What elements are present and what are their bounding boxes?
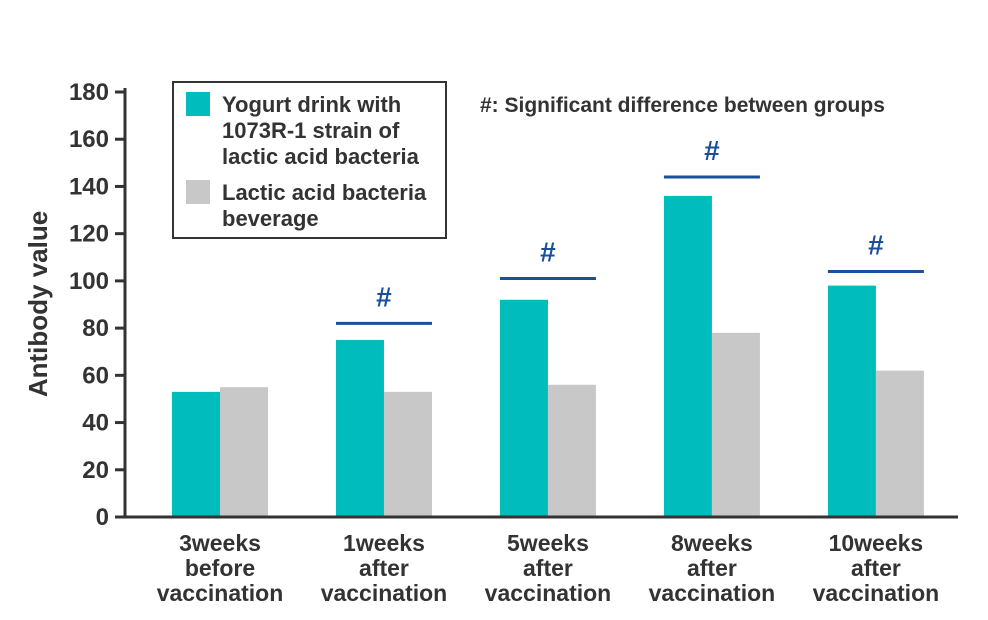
bar-series-2 xyxy=(383,391,432,517)
significance-marker: # xyxy=(704,135,720,166)
category-label: after xyxy=(359,555,409,581)
legend-label: lactic acid bacteria xyxy=(222,144,420,169)
y-tick-label: 120 xyxy=(69,221,109,248)
bars xyxy=(172,195,924,517)
y-tick-label: 140 xyxy=(69,173,109,200)
y-tick-label: 80 xyxy=(82,315,109,342)
category-label: 10weeks xyxy=(829,530,924,556)
bar-series-1 xyxy=(172,391,220,517)
bar-series-2 xyxy=(711,332,760,517)
category-label: vaccination xyxy=(649,580,776,606)
significance-markers: # # # # xyxy=(335,135,924,325)
category-label: 8weeks xyxy=(671,530,753,556)
legend-swatch xyxy=(186,180,210,204)
significance-marker: # xyxy=(540,237,556,268)
y-tick-label: 180 xyxy=(69,79,109,106)
category-label: 5weeks xyxy=(507,530,589,556)
y-tick-label: 60 xyxy=(82,362,109,389)
legend-label: beverage xyxy=(222,206,319,231)
bar-series-2 xyxy=(875,370,924,517)
category-label: after xyxy=(851,555,901,581)
legend-box xyxy=(172,81,447,239)
y-tick-label: 40 xyxy=(82,410,109,437)
category-label: after xyxy=(687,555,737,581)
category-label: vaccination xyxy=(485,580,612,606)
significance-marker: # xyxy=(868,229,884,260)
category-label: after xyxy=(523,555,573,581)
significance-marker: # xyxy=(376,281,392,312)
category-label: 3weeks xyxy=(179,530,261,556)
bar-series-2 xyxy=(547,384,596,517)
category-label: before xyxy=(185,555,255,581)
category-label: 1weeks xyxy=(343,530,425,556)
legend-label: Yogurt drink with xyxy=(222,92,401,117)
y-tick-label: 20 xyxy=(82,457,109,484)
bar-series-2 xyxy=(220,387,268,517)
y-tick-label: 160 xyxy=(69,126,109,153)
category-label: vaccination xyxy=(321,580,448,606)
y-tick-label: 100 xyxy=(69,268,109,295)
bar-series-1 xyxy=(663,195,712,517)
legend-label: Lactic acid bacteria xyxy=(222,180,427,205)
x-axis: 3weeksbeforevaccination1weeksaftervaccin… xyxy=(115,515,958,606)
bar-series-1 xyxy=(499,299,548,517)
legend-label: 1073R-1 strain of xyxy=(222,118,400,143)
y-axis-label: Antibody value xyxy=(23,211,53,397)
significance-note: #: Significant difference between groups xyxy=(480,94,885,117)
legend-swatch xyxy=(186,92,210,116)
category-label: vaccination xyxy=(813,580,940,606)
y-axis: 0 20 40 60 80 100 120 140 160 180 xyxy=(69,79,127,531)
y-tick-label: 0 xyxy=(96,504,109,531)
bar-series-1 xyxy=(827,285,876,517)
category-label: vaccination xyxy=(157,580,284,606)
bar-series-1 xyxy=(335,339,384,517)
